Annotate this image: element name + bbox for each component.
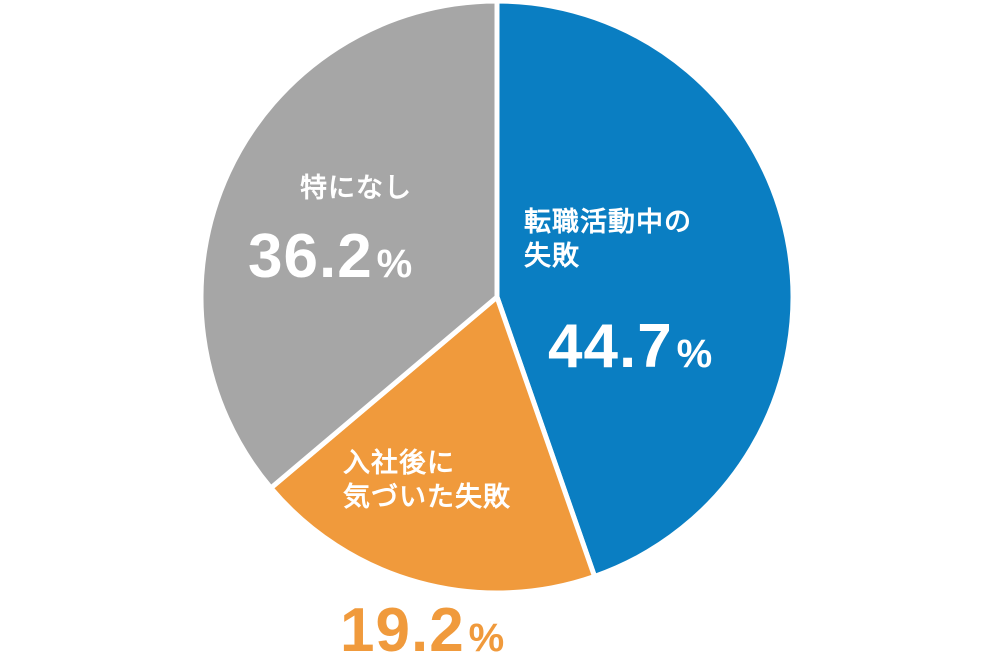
slice-value-after-joining-failure: 19.2% — [340, 592, 505, 670]
value-number: 19.2 — [340, 596, 465, 665]
pie-slice-2 — [198, 0, 500, 491]
slice-value-job-hunting-failure: 44.7% — [548, 308, 713, 386]
value-number: 44.7 — [548, 312, 673, 381]
slice-value-none: 36.2% — [248, 218, 413, 296]
pie-slice-1 — [268, 294, 598, 596]
value-unit: % — [468, 616, 506, 660]
value-unit: % — [376, 242, 414, 286]
pie-slices — [198, 0, 796, 596]
label-line: 失敗 — [524, 240, 580, 272]
slice-label-job-hunting-failure: 転職活動中の 失敗 — [524, 206, 692, 274]
pie-slice-0 — [494, 0, 796, 579]
slice-label-after-joining-failure: 入社後に 気づいた失敗 — [343, 447, 511, 515]
label-line: 入社後に — [343, 448, 455, 479]
label-line: 転職活動中の — [524, 207, 692, 238]
slice-label-none: 特になし — [300, 172, 412, 206]
value-number: 36.2 — [248, 222, 373, 291]
label-line: 特になし — [300, 173, 412, 204]
value-unit: % — [676, 332, 714, 376]
label-line: 気づいた失敗 — [343, 481, 511, 513]
